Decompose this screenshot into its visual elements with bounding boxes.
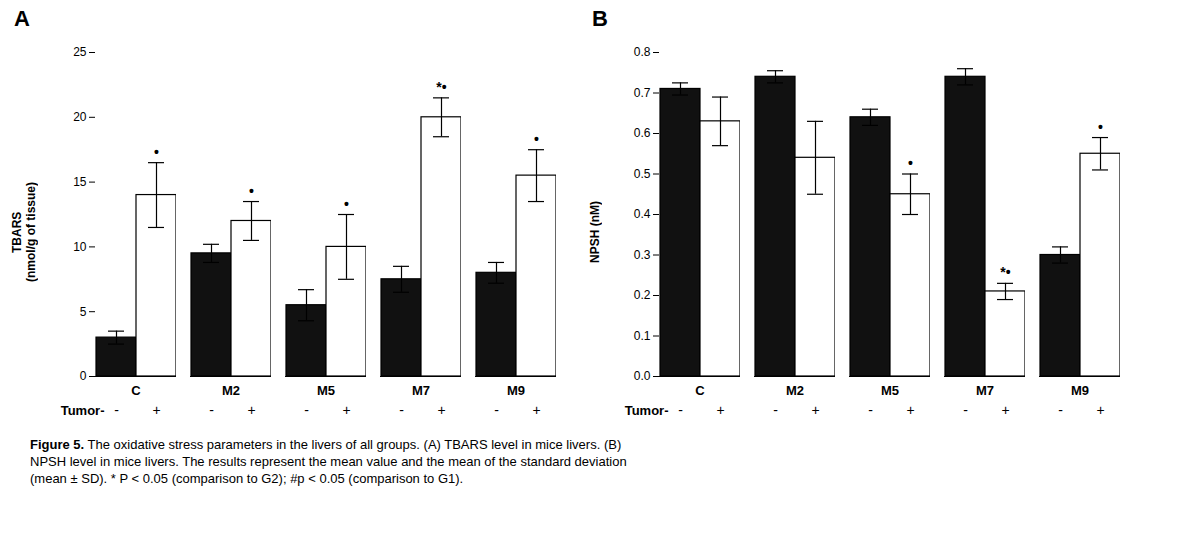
svg-text:-: - — [678, 402, 683, 418]
svg-text:+: + — [437, 402, 445, 418]
svg-text:M7: M7 — [412, 383, 430, 398]
svg-text:C: C — [131, 383, 141, 398]
svg-text:-: - — [1058, 402, 1063, 418]
svg-text:20: 20 — [73, 110, 87, 124]
svg-text:M2: M2 — [222, 383, 240, 398]
svg-text:*•: *• — [1000, 264, 1010, 280]
svg-text:+: + — [342, 402, 350, 418]
svg-text:0.7: 0.7 — [634, 86, 651, 100]
svg-text:M7: M7 — [976, 383, 994, 398]
svg-text:M2: M2 — [786, 383, 804, 398]
svg-text:5: 5 — [80, 305, 87, 319]
svg-text:+: + — [716, 402, 724, 418]
svg-text:-: - — [399, 402, 404, 418]
svg-text:0.0: 0.0 — [634, 369, 651, 383]
svg-text:+: + — [152, 402, 160, 418]
svg-text:*•: *• — [436, 79, 446, 95]
svg-text:M9: M9 — [507, 383, 525, 398]
svg-text:Tumor-: Tumor- — [625, 403, 669, 418]
svg-text:M9: M9 — [1071, 383, 1089, 398]
svg-text:+: + — [906, 402, 914, 418]
svg-text:-: - — [304, 402, 309, 418]
svg-text:0: 0 — [80, 369, 87, 383]
svg-text:Tumor-: Tumor- — [61, 403, 105, 418]
svg-text:-: - — [963, 402, 968, 418]
svg-text:•: • — [344, 196, 349, 212]
svg-text:15: 15 — [73, 175, 87, 189]
svg-text:-: - — [868, 402, 873, 418]
svg-text:0.1: 0.1 — [634, 329, 651, 343]
svg-text:0.3: 0.3 — [634, 248, 651, 262]
svg-text:+: + — [247, 402, 255, 418]
svg-text:0.8: 0.8 — [634, 45, 651, 59]
svg-text:0.6: 0.6 — [634, 126, 651, 140]
svg-text:•: • — [1098, 119, 1103, 135]
svg-text:-: - — [773, 402, 778, 418]
html-text:B: B — [592, 6, 608, 31]
svg-text:10: 10 — [73, 240, 87, 254]
svg-text:-: - — [494, 402, 499, 418]
svg-text:•: • — [534, 131, 539, 147]
svg-text:0.2: 0.2 — [634, 288, 651, 302]
html-text:A: A — [14, 6, 30, 31]
svg-text:+: + — [532, 402, 540, 418]
svg-text:M5: M5 — [317, 383, 335, 398]
html-text:TBARS (nmol/g of tissue): TBARS (nmol/g of tissue) — [10, 182, 38, 282]
svg-text:0.4: 0.4 — [634, 207, 651, 221]
svg-text:•: • — [154, 144, 159, 160]
svg-text:+: + — [1096, 402, 1104, 418]
svg-text:-: - — [114, 402, 119, 418]
svg-text:-: - — [209, 402, 214, 418]
html-text:NPSH (nM): NPSH (nM) — [588, 201, 602, 263]
html-text:Figure 5. The oxidative stress: Figure 5. The oxidative stress parameter… — [30, 437, 627, 486]
svg-text:•: • — [249, 183, 254, 199]
svg-text:•: • — [908, 155, 913, 171]
svg-text:25: 25 — [73, 45, 87, 59]
svg-text:C: C — [695, 383, 705, 398]
svg-text:+: + — [1001, 402, 1009, 418]
svg-text:+: + — [811, 402, 819, 418]
svg-text:0.5: 0.5 — [634, 167, 651, 181]
svg-text:M5: M5 — [881, 383, 899, 398]
